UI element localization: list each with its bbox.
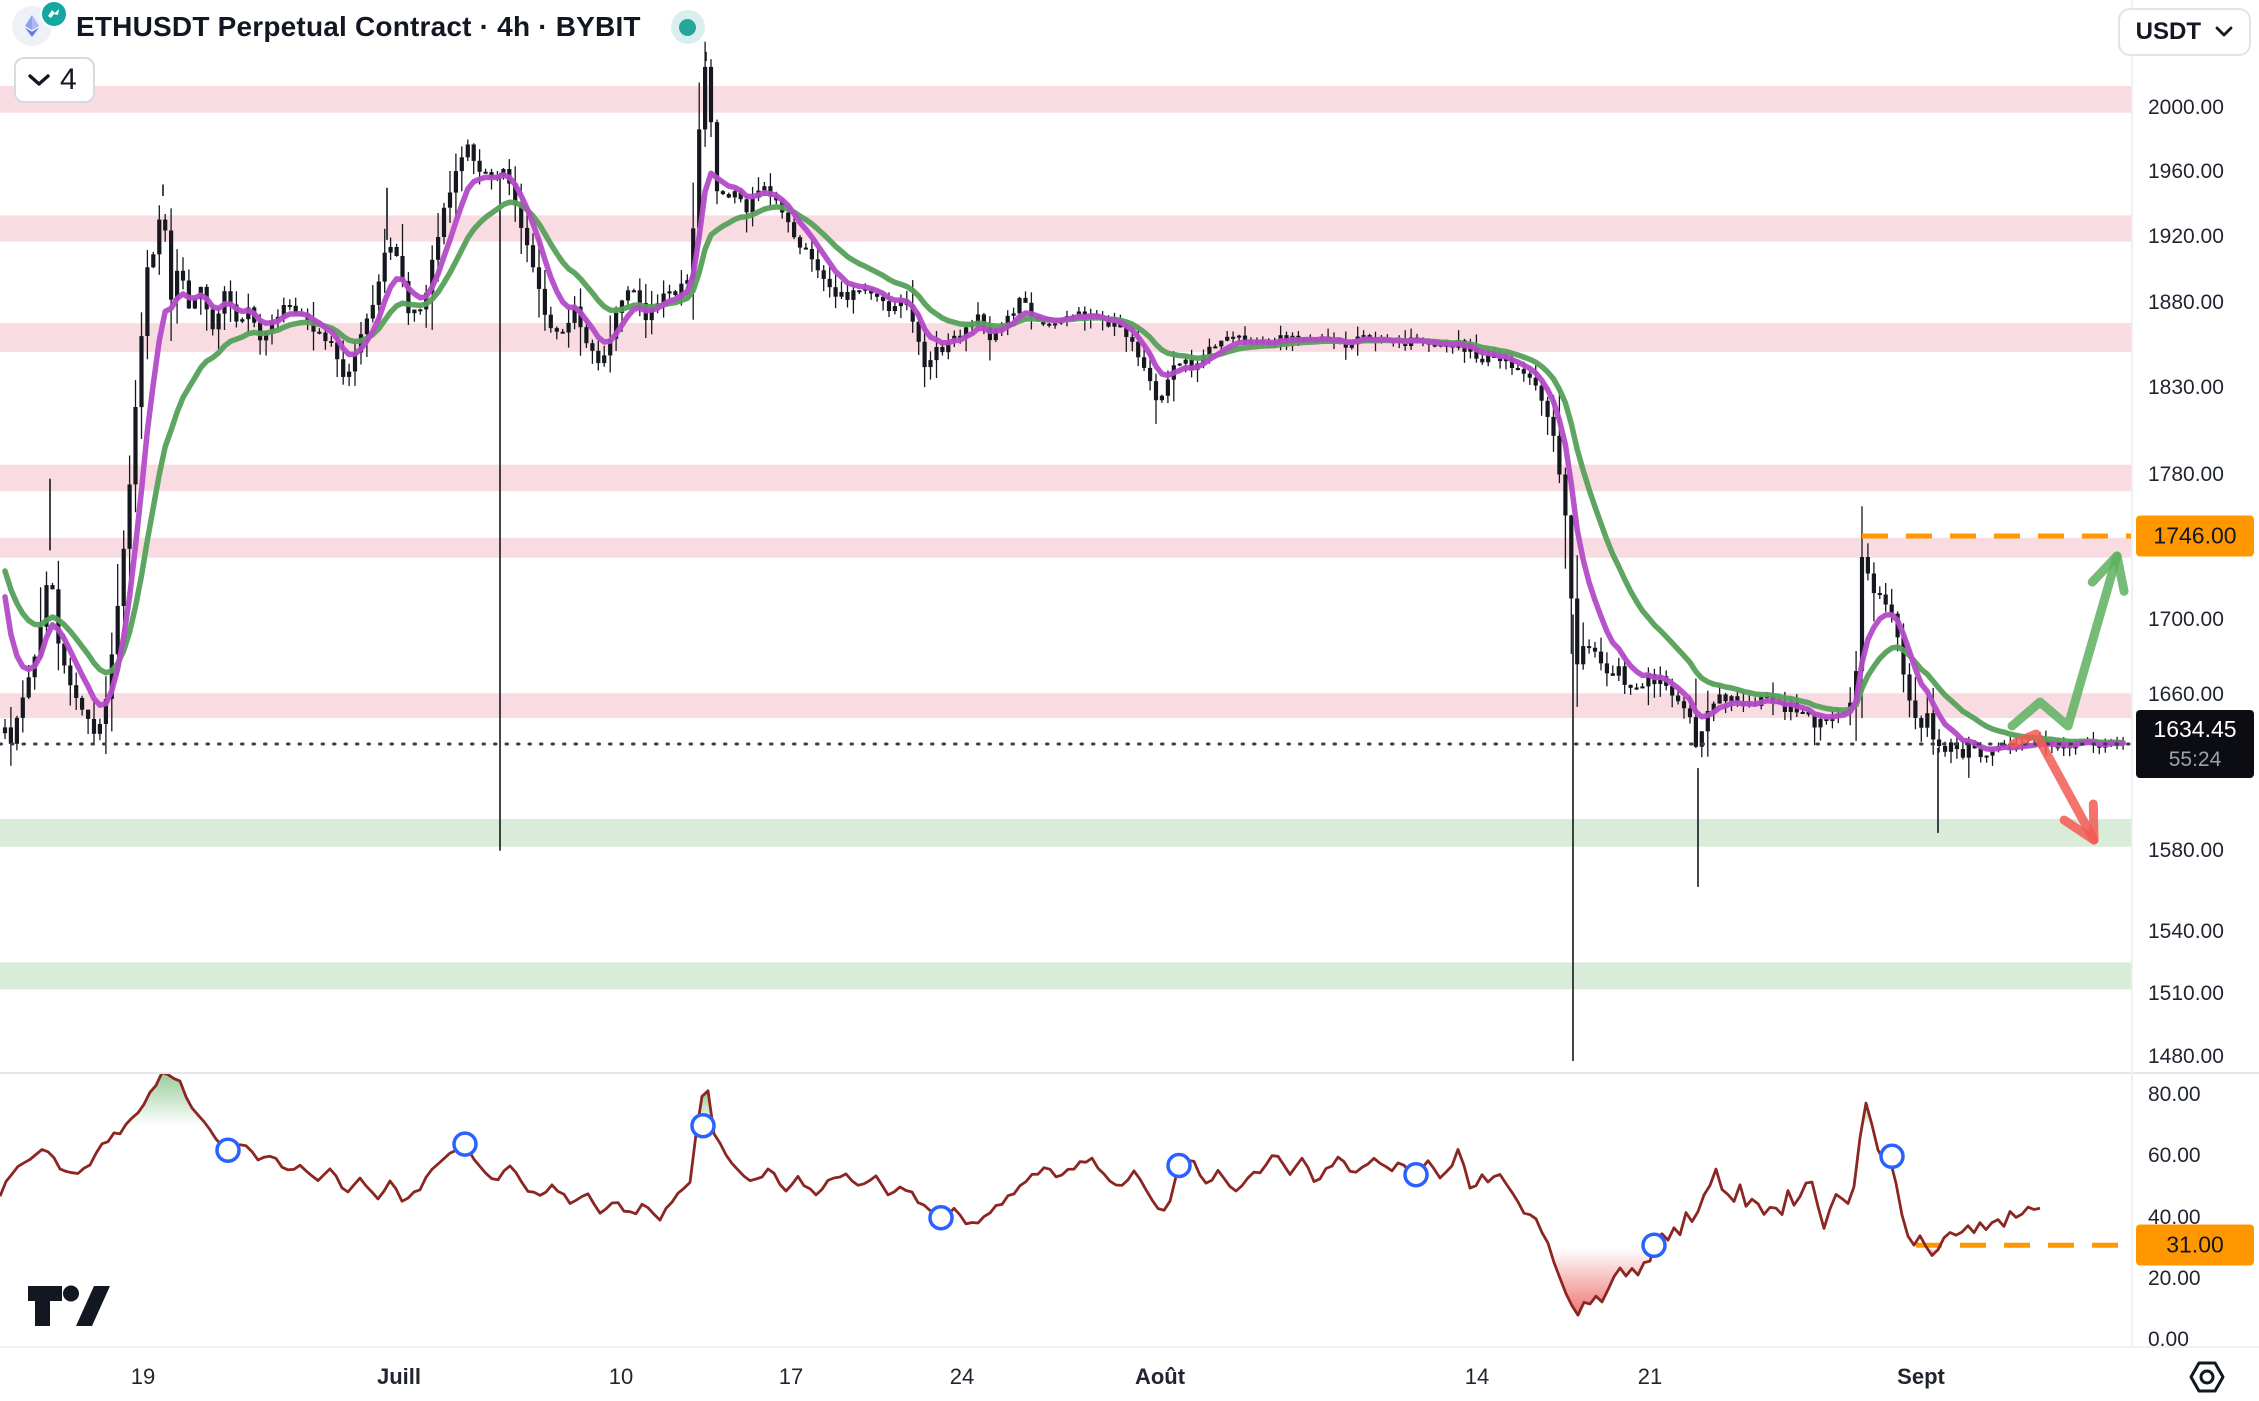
settings-gear-icon[interactable] (2186, 1356, 2228, 1401)
price-axis-label: 2000.00 (2148, 96, 2224, 119)
chevron-down-icon (28, 74, 50, 86)
chevron-down-icon (2215, 26, 2233, 37)
rsi-axis-label: 0.00 (2148, 1328, 2189, 1351)
time-axis-label: Août (1134, 1364, 1186, 1389)
time-axis-label: 10 (608, 1364, 634, 1389)
rsi-level-badge: 31.00 (2136, 1224, 2254, 1266)
last-price-badge: 1634.45 55:24 (2136, 710, 2254, 778)
market-status-dot[interactable] (670, 10, 705, 44)
price-level-badge: 1746.00 (2136, 515, 2254, 557)
price-axis-label: 1480.00 (2148, 1045, 2224, 1068)
time-axis-label: 19 (130, 1364, 156, 1389)
bar-countdown: 55:24 (2168, 747, 2222, 771)
time-axis-label: Juill (376, 1364, 422, 1389)
bybit-logo-icon (40, 0, 68, 28)
price-axis-label: 1920.00 (2148, 225, 2224, 248)
time-axis-label: 21 (1637, 1364, 1663, 1389)
price-axis-label: 1830.00 (2148, 376, 2224, 399)
legend-interval-button[interactable]: 4 (14, 57, 95, 103)
rsi-axis-label: 20.00 (2148, 1267, 2201, 1290)
price-axis-label: 1540.00 (2148, 920, 2224, 943)
currency-label: USDT (2135, 18, 2201, 45)
price-axis-label: 1580.00 (2148, 839, 2224, 862)
time-axis-label: 14 (1464, 1364, 1490, 1389)
time-axis-label: 24 (949, 1364, 975, 1389)
rsi-axis-label: 40.00 (2148, 1206, 2201, 1229)
price-axis-label: 1700.00 (2148, 608, 2224, 631)
interval-value: 4 (60, 63, 77, 96)
eth-logo-icon (12, 0, 68, 48)
price-axis-label: 1880.00 (2148, 291, 2224, 314)
time-axis-label: Sept (1897, 1364, 1945, 1389)
rsi-axis-label: 60.00 (2148, 1144, 2201, 1167)
tradingview-logo[interactable] (26, 1280, 112, 1337)
price-axis-label: 1960.00 (2148, 160, 2224, 183)
price-axis-label: 1660.00 (2148, 683, 2224, 706)
time-axis-label: 17 (778, 1364, 804, 1389)
currency-dropdown-button[interactable]: USDT (2117, 8, 2251, 56)
symbol-title: ETHUSDT Perpetual Contract · 4h · BYBIT (76, 11, 641, 42)
price-axis-label: 1510.00 (2148, 982, 2224, 1005)
symbol-header[interactable]: ETHUSDT Perpetual Contract · 4h · BYBIT (12, 0, 705, 48)
price-axis-label: 1780.00 (2148, 463, 2224, 486)
rsi-axis-label: 80.00 (2148, 1083, 2201, 1106)
